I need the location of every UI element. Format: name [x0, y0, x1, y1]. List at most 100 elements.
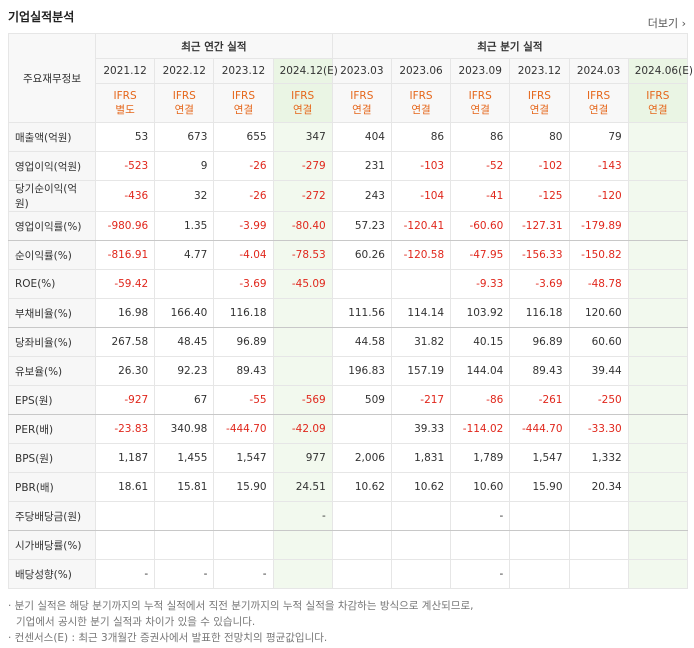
standard-cell: IFRS 연결 [154, 83, 215, 123]
standard-text: 연결 [648, 104, 668, 116]
value-cell [627, 443, 689, 473]
note: · 분기 실적은 해당 분기까지의 누적 실적에서 직전 분기까지의 누적 실적… [8, 600, 474, 612]
value-cell [390, 530, 452, 560]
value-cell: -47.95 [450, 240, 511, 270]
header-row: 주요재무정보 최근 연간 실적 최근 분기 실적 [8, 33, 689, 123]
value-cell: - [154, 559, 215, 589]
value-cell: 86 [390, 122, 452, 152]
value-cell: 10.60 [450, 472, 511, 502]
value-cell [331, 530, 392, 560]
value-cell: -45.09 [272, 269, 333, 299]
value-cell [627, 472, 689, 502]
standard-row: IFRS 별도 IFRS 연결 IFRS 연결 IFRS 연결 IFRS 연결 IFRS 연결 IFRS… [9, 83, 689, 123]
value-cell: -279 [272, 151, 333, 181]
data-row: 주당배당금(원) - - [8, 501, 689, 531]
data-row: 순이익률(%) -816.91 4.77 -4.04 -78.53 60.26 -120.5… [8, 240, 689, 270]
value-cell [509, 559, 570, 589]
value-cell: - [272, 501, 333, 531]
value-cell: 57.23 [331, 211, 392, 241]
value-cell: -523 [94, 151, 156, 181]
period-header: 2023.03 [331, 58, 392, 84]
more-link[interactable]: 더보기 › [647, 17, 686, 30]
period-header: 2023.06 [390, 58, 452, 84]
value-cell: 31.82 [390, 327, 452, 357]
standard-text: 연결 [470, 104, 490, 116]
standard-cell: IFRS 연결 [390, 83, 452, 123]
value-cell [627, 122, 689, 152]
data-row: 유보율(%) 26.30 92.23 89.43 196.83 157.19 144.04 8… [8, 356, 689, 386]
value-cell: 196.83 [331, 356, 392, 386]
value-cell: 120.60 [568, 298, 629, 328]
data-row: 당좌비율(%) 267.58 48.45 96.89 44.58 31.82 40.15 96… [8, 327, 689, 357]
row-label: 부채비율(%) [8, 298, 96, 328]
more-text[interactable]: 더보기 [647, 17, 679, 30]
value-cell: -3.69 [509, 269, 570, 299]
value-cell: 1,789 [450, 443, 511, 473]
value-cell [154, 269, 215, 299]
data-row: EPS(원) -927 67 -55 -569 509 -217 -86 -261 -250 [8, 385, 689, 415]
value-cell [568, 530, 629, 560]
row-label: 매출액(억원) [8, 122, 96, 152]
value-cell: -78.53 [272, 240, 333, 270]
value-cell: 166.40 [154, 298, 215, 328]
value-cell: -444.70 [509, 414, 570, 444]
value-cell: -569 [272, 385, 333, 415]
value-cell: -23.83 [94, 414, 156, 444]
data-row: 매출액(억원) 53 673 655 347 404 86 86 80 79 [8, 122, 689, 152]
value-cell: 89.43 [509, 356, 570, 386]
value-cell: 96.89 [509, 327, 570, 357]
value-cell: 655 [213, 122, 274, 152]
standard-text: 연결 [174, 104, 194, 116]
data-row: ROE(%) -59.42 -3.69 -45.09 -9.33 -3.69 -48.78 [8, 269, 689, 299]
value-cell: -143 [568, 151, 629, 181]
value-cell [331, 559, 392, 589]
value-cell: -48.78 [568, 269, 629, 299]
value-cell [272, 559, 333, 589]
value-cell: 4.77 [154, 240, 215, 270]
row-label: ROE(%) [8, 269, 96, 299]
value-cell: 340.98 [154, 414, 215, 444]
value-cell [272, 356, 333, 386]
value-cell: 673 [154, 122, 215, 152]
value-cell: -217 [390, 385, 452, 415]
row-label: 영업이익률(%) [8, 211, 96, 241]
value-cell: - [450, 501, 511, 531]
value-cell [627, 414, 689, 444]
value-cell [627, 530, 689, 560]
period-header: 2024.12(E) [272, 58, 338, 84]
standard-text: IFRS [231, 90, 256, 102]
value-cell: 1,831 [390, 443, 452, 473]
value-cell: -86 [450, 385, 511, 415]
value-cell [154, 501, 215, 531]
value-cell: 1.35 [154, 211, 215, 241]
value-cell [627, 269, 689, 299]
value-cell: -179.89 [568, 211, 629, 241]
value-cell: 16.98 [94, 298, 156, 328]
value-cell: -33.30 [568, 414, 629, 444]
standard-text: 연결 [411, 104, 431, 116]
value-cell: -980.96 [94, 211, 156, 241]
value-cell [627, 356, 689, 386]
row-label: 유보율(%) [8, 356, 96, 386]
standard-cell: IFRS 연결 [272, 83, 333, 123]
value-cell: 1,187 [94, 443, 156, 473]
value-cell: 144.04 [450, 356, 511, 386]
value-cell: -444.70 [213, 414, 274, 444]
group-header: 최근 분기 실적 [331, 33, 689, 59]
value-cell: -150.82 [568, 240, 629, 270]
value-cell: 15.90 [509, 472, 570, 502]
value-cell: -120 [568, 180, 629, 212]
data-row: 배당성향(%) - - - - [8, 559, 689, 589]
value-cell [272, 298, 333, 328]
row-label: 당좌비율(%) [8, 327, 96, 357]
value-cell [213, 530, 274, 560]
note: 기업에서 공시한 분기 실적과 차이가 있을 수 있습니다. [16, 616, 256, 628]
standard-text: IFRS [350, 90, 374, 102]
value-cell: -41 [450, 180, 511, 212]
value-cell: 2,006 [331, 443, 392, 473]
value-cell: 347 [272, 122, 333, 152]
standard-text: IFRS [172, 90, 196, 102]
value-cell [272, 530, 333, 560]
value-cell: 80 [509, 122, 570, 152]
period-header: 2023.09 [450, 58, 511, 84]
